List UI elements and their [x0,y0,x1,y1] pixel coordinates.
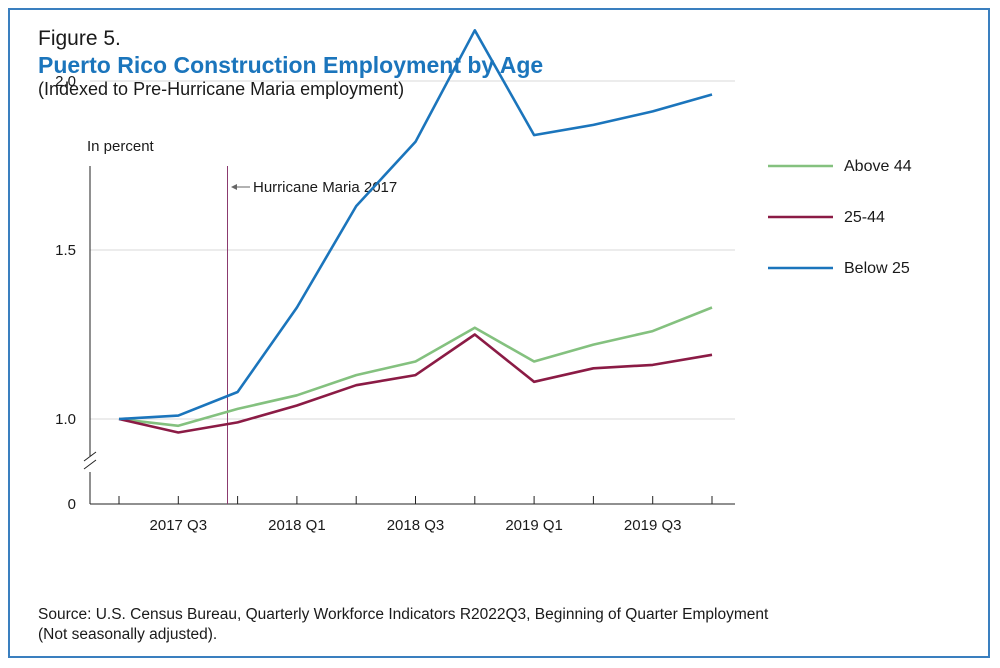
source-line-2: (Not seasonally adjusted). [38,626,218,643]
series-line-above-44 [118,306,713,428]
y-tick-label: 1.5 [55,242,76,259]
series-line-25-44 [118,333,713,434]
annotation-label: Hurricane Maria 2017 [253,179,397,196]
legend-label: 25-44 [844,209,885,226]
x-tick-label: 2019 Q1 [505,517,563,534]
series-line-below-25 [118,28,713,421]
x-tick-label: 2018 Q1 [268,517,326,534]
x-tick-label: 2019 Q3 [624,517,682,534]
chart-title: Puerto Rico Construction Employment by A… [38,52,544,78]
x-tick-label: 2018 Q3 [387,517,445,534]
figure-frame [8,8,990,658]
y-tick-label: 1.0 [55,411,76,428]
axis-break-marker [83,451,97,470]
legend-label: Above 44 [844,158,912,175]
chart-subtitle: (Indexed to Pre-Hurricane Maria employme… [38,79,405,99]
source-line-1: Source: U.S. Census Bureau, Quarterly Wo… [38,606,769,623]
annotation-arrowhead [231,184,237,190]
source-note: Source: U.S. Census Bureau, Quarterly Wo… [38,605,938,645]
y-tick-label: 0 [68,496,76,513]
figure-label: Figure 5. [38,27,121,50]
y-axis-label: In percent [87,138,155,155]
legend-label: Below 25 [844,260,910,277]
y-tick-label: 2.0 [55,73,76,90]
x-tick-label: 2017 Q3 [150,517,208,534]
